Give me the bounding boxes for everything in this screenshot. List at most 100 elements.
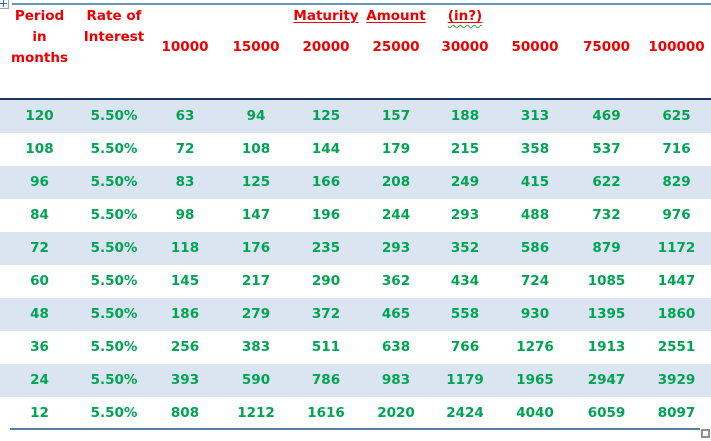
bottom-border-rule [10,428,700,430]
value-cell: 188 [450,108,480,124]
value-cell: 716 [662,141,691,157]
period-cell: 48 [30,306,49,322]
value-cell: 98 [175,207,195,223]
maturity-title-word: Maturity [293,8,359,24]
value-cell: 196 [311,207,341,223]
value-cell: 1212 [237,405,275,421]
value-cell: 2551 [657,339,696,355]
amount-header-cell: 10000 [149,6,221,98]
value-cell: 6059 [587,405,626,421]
value-cell: 2424 [446,405,484,421]
header-rate: Rate of Interest [79,6,149,98]
value-cell: 147 [241,207,271,223]
value-cell: 3929 [657,372,696,388]
value-cell: 144 [311,141,341,157]
value-cell: 215 [450,141,480,157]
value-cell: 108 [241,141,271,157]
table-row: 120 5.50% 63 94 125 157 188 313 469 625 [0,100,711,133]
amount-value: 100000 [648,39,705,55]
rate-cell: 5.50% [90,306,138,322]
value-cell: 1447 [657,273,696,289]
value-cell: 1172 [657,240,696,256]
value-cell: 358 [520,141,550,157]
value-cell: 235 [311,240,341,256]
period-cell: 72 [30,240,49,256]
amount-header-cell: 100000 [642,6,711,98]
value-cell: 415 [520,174,550,190]
value-cell: 537 [592,141,621,157]
amount-header-cell: Maturity 20000 [291,6,361,98]
period-cell: 96 [30,174,49,190]
value-cell: 145 [170,273,200,289]
rate-cell: 5.50% [90,240,138,256]
rate-cell: 5.50% [90,339,138,355]
value-cell: 83 [175,174,195,190]
value-cell: 256 [170,339,200,355]
value-cell: 293 [450,207,480,223]
table-row: 72 5.50% 118 176 235 293 352 586 879 117… [0,232,711,265]
value-cell: 488 [520,207,550,223]
amount-header-cell: Amount 25000 [361,6,431,98]
rate-cell: 5.50% [90,174,138,190]
table-row: 84 5.50% 98 147 196 244 293 488 732 976 [0,199,711,232]
amount-value: 10000 [161,39,209,55]
value-cell: 1395 [587,306,626,322]
header-period-label: Period in months [10,8,69,66]
value-cell: 1965 [516,372,554,388]
amount-value: 25000 [372,39,420,55]
value-cell: 724 [520,273,550,289]
value-cell: 622 [592,174,621,190]
value-cell: 930 [520,306,550,322]
table-row: 48 5.50% 186 279 372 465 558 930 1395 18… [0,298,711,331]
table-row: 12 5.50% 808 1212 1616 2020 2424 4040 60… [0,397,711,430]
maturity-title-word: (in?) [431,6,499,30]
table-move-handle-icon[interactable] [0,0,9,9]
value-cell: 732 [592,207,621,223]
maturity-title-slot [571,6,642,30]
maturity-title-slot [642,6,711,30]
value-cell: 590 [241,372,271,388]
rate-cell: 5.50% [90,108,138,124]
value-cell: 558 [450,306,480,322]
value-cell: 1913 [587,339,626,355]
value-cell: 372 [311,306,341,322]
value-cell: 786 [311,372,341,388]
value-cell: 879 [592,240,621,256]
value-cell: 362 [381,273,411,289]
value-cell: 63 [175,108,195,124]
table-row: 108 5.50% 72 108 144 179 215 358 537 716 [0,133,711,166]
value-cell: 465 [381,306,411,322]
value-cell: 393 [170,372,200,388]
value-cell: 383 [241,339,271,355]
maturity-title-slot [499,6,571,30]
value-cell: 434 [450,273,480,289]
move-cross-icon [0,3,7,4]
value-cell: 1179 [446,372,484,388]
amount-value: 20000 [302,39,350,55]
value-cell: 125 [241,174,271,190]
value-cell: 2020 [377,405,415,421]
rate-cell: 5.50% [90,141,138,157]
value-cell: 829 [662,174,691,190]
table-body: 120 5.50% 63 94 125 157 188 313 469 625 … [0,98,711,430]
table-resize-handle[interactable] [701,429,710,438]
maturity-title-slot [221,6,291,30]
rate-cell: 5.50% [90,273,138,289]
value-cell: 1860 [657,306,696,322]
period-cell: 36 [30,339,49,355]
value-cell: 808 [170,405,200,421]
table-header: Period in months Rate of Interest 10000 … [0,0,711,98]
value-cell: 1276 [516,339,554,355]
amount-value: 75000 [583,39,630,55]
period-cell: 24 [30,372,49,388]
value-cell: 176 [241,240,271,256]
value-cell: 625 [662,108,691,124]
value-cell: 279 [241,306,271,322]
value-cell: 186 [170,306,200,322]
amount-header-cell: 15000 [221,6,291,98]
header-rate-label: Rate of Interest [83,8,145,45]
value-cell: 293 [381,240,411,256]
table-row: 36 5.50% 256 383 511 638 766 1276 1913 2… [0,331,711,364]
rate-cell: 5.50% [90,207,138,223]
